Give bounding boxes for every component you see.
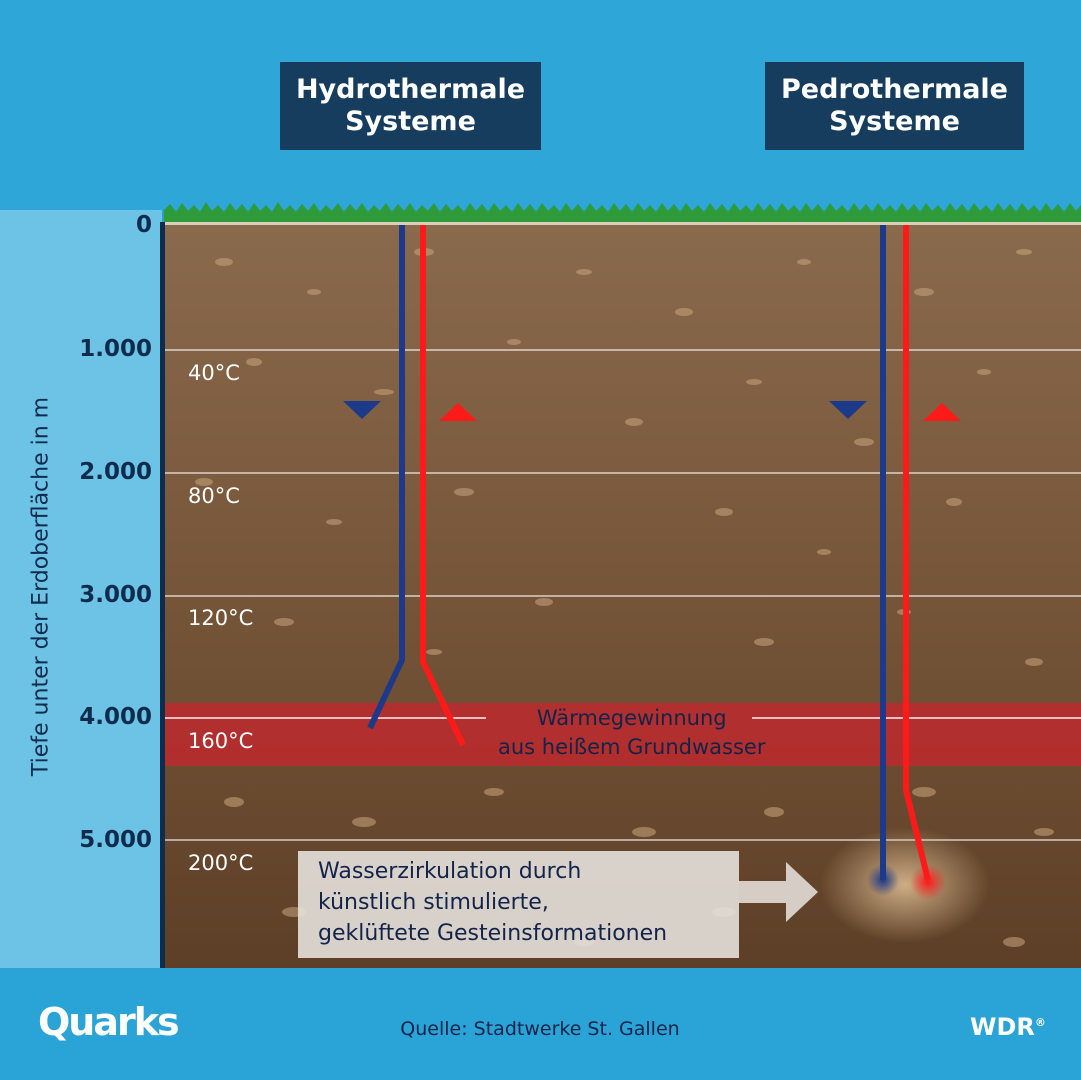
hot-water-zone [164,703,1081,766]
temperature-label: 80°C [188,484,240,508]
circulation-info-text: Wasserzirkulation durch künstlich stimul… [318,859,668,946]
hydro-injection-pipe [367,225,405,730]
temperature-label: 40°C [188,361,240,385]
grass [164,202,1081,222]
pedro-production-pipe [903,225,931,881]
depth-tick-label: 4.000 [79,704,152,730]
quarks-logo: Quarks [38,1000,180,1044]
depth-tick-label: 2.000 [79,459,152,485]
wdr-logo: WDR® [970,1013,1046,1041]
fracture-zone [820,827,990,943]
hydrothermal-title: Hydrothermale Systeme [280,62,541,150]
depth-axis-line [160,222,165,968]
surface-line [164,222,1081,225]
depth-gridline [164,349,1081,351]
wdr-logo-text: WDR [970,1013,1035,1041]
hot-zone-label: Wärmegewinnung aus heißem Grundwasser [498,706,766,759]
pedro-down-arrow-icon [829,401,867,419]
pedrothermal-title: Pedrothermale Systeme [765,62,1024,150]
pedro-up-arrow-icon [923,403,961,421]
source-text: Quelle: Stadtwerke St. Gallen [400,1018,680,1040]
injection-endpoint-glow [867,864,899,896]
hot-zone-line [164,717,486,719]
footer-background [0,968,1081,1080]
depth-tick-label: 5.000 [79,827,152,853]
depth-tick-label: 3.000 [79,582,152,608]
production-endpoint-glow [910,864,946,900]
temperature-label: 120°C [188,606,254,630]
depth-axis-title: Tiefe unter der Erdoberfläche in m [28,396,54,777]
depth-gridline [164,472,1081,474]
circulation-info-box [298,851,739,958]
depth-tick-label: 0 [135,212,152,238]
temperature-label: 160°C [188,729,254,753]
hydro-up-arrow-icon [439,403,477,421]
depth-gridline [164,839,1081,841]
depth-gridline [164,595,1081,597]
hydro-down-arrow-icon [343,401,381,419]
depth-tick-label: 1.000 [79,336,152,362]
registered-mark-icon: ® [1034,1016,1046,1029]
hot-zone-line [752,717,1081,719]
hydro-production-pipe [420,225,466,747]
temperature-label: 200°C [188,851,254,875]
axis-background [0,210,162,968]
circulation-arrow-icon [739,862,818,922]
